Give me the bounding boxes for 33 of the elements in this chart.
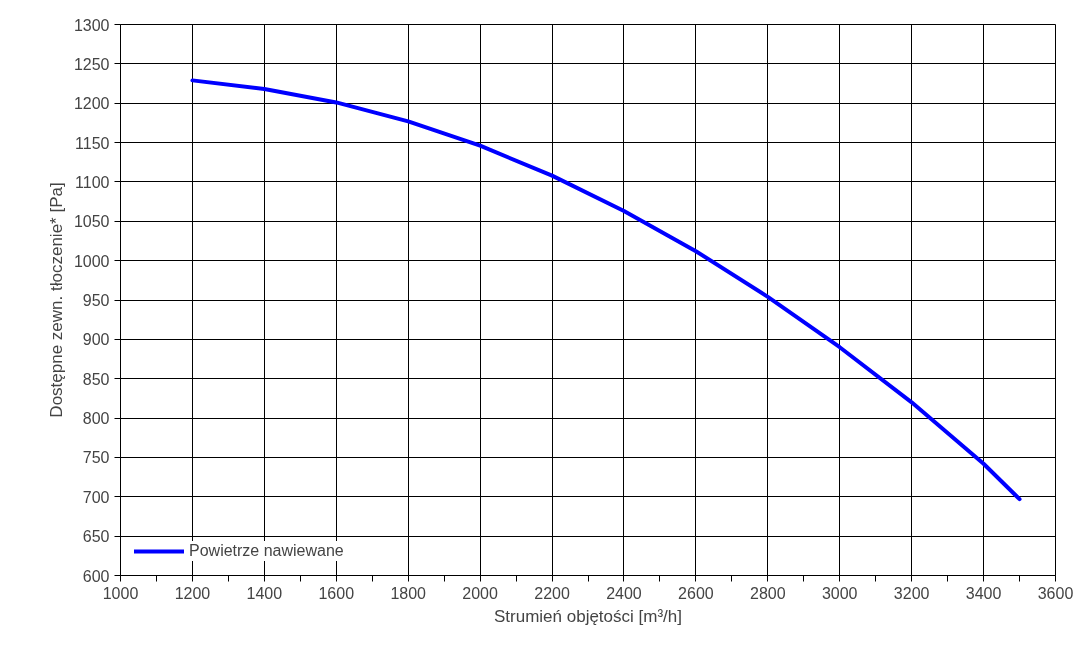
y-tick-label: 1250: [73, 55, 110, 73]
x-tick-label: 1000: [102, 584, 139, 602]
x-tick-label: 2400: [606, 584, 642, 602]
y-axis-title: Dostępne zewn. tłoczenie* [Pa]: [46, 182, 66, 418]
x-tick-label: 1200: [174, 584, 211, 602]
y-tick-label: 650: [82, 528, 110, 546]
y-tick-label: 1050: [73, 213, 110, 231]
x-tick-label: 3400: [965, 584, 1002, 602]
y-tick-label: 1100: [75, 173, 110, 191]
y-tick-label: 600: [82, 567, 110, 585]
legend-label: Powietrze nawiewane: [189, 542, 344, 560]
x-tick-label: 3200: [893, 584, 930, 602]
x-tick-label: 2200: [534, 584, 570, 602]
y-tick-label: 850: [82, 370, 110, 388]
y-tick-label: 1200: [73, 95, 110, 113]
y-tick-label: 1150: [75, 134, 110, 152]
y-tick-label: 700: [82, 488, 110, 506]
x-tick-label: 2800: [750, 584, 786, 602]
y-tick-label: 950: [82, 292, 110, 309]
x-axis-title: Strumień objętości [m³/h]: [493, 606, 683, 626]
y-tick-label: 900: [82, 331, 110, 349]
line-series: [190, 78, 1022, 502]
x-tick-label: 1600: [318, 584, 355, 602]
y-tick-label: 750: [82, 449, 110, 467]
y-tick-label: 1300: [73, 16, 110, 34]
x-tick-label: 2600: [678, 584, 714, 602]
x-tick-label: 1400: [246, 584, 283, 602]
y-tick-label: 1000: [73, 252, 110, 270]
x-tick-label: 3000: [821, 584, 858, 602]
x-tick-label: 3600: [1037, 584, 1074, 602]
y-tick-label: 800: [82, 410, 110, 428]
x-tick-label: 1800: [390, 584, 427, 602]
x-tick-label: 2000: [462, 584, 499, 602]
